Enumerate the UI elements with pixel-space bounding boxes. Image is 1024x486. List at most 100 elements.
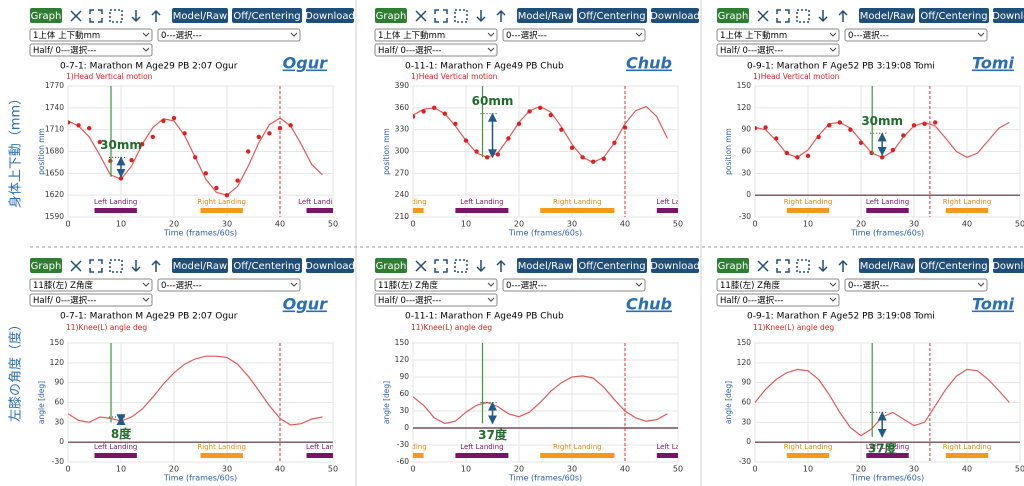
select-label[interactable]: 11膝(左) Z角度 [33,280,93,291]
select[interactable] [844,278,988,292]
icon[interactable] [70,260,82,272]
icon-button[interactable] [818,260,828,273]
button-label[interactable]: Download [305,11,355,22]
icon[interactable] [109,9,123,23]
button[interactable] [919,8,989,23]
button[interactable] [517,8,573,23]
select-label[interactable]: Half/ 0---選択--- [720,45,783,56]
icon-button[interactable] [151,259,161,272]
select-label[interactable]: 0---選択--- [506,30,547,41]
select-label[interactable]: 11膝(左) Z角度 [720,280,780,291]
icon[interactable] [434,259,448,273]
icon-button[interactable] [776,259,790,273]
icon[interactable] [476,260,486,273]
button-label[interactable]: Download [992,11,1024,22]
button[interactable] [859,8,915,23]
select[interactable] [374,43,498,57]
select-label[interactable]: 1上体 上下動mm [720,30,787,41]
icon[interactable] [151,259,161,272]
button-label[interactable]: Model/Raw [173,261,227,272]
button[interactable] [577,8,647,23]
button-label[interactable]: Off/Centering [920,11,987,22]
select[interactable] [29,278,153,292]
button[interactable] [919,258,989,273]
button[interactable] [375,8,407,23]
button[interactable] [993,8,1024,23]
select-label[interactable]: 0---選択--- [848,280,889,291]
button-label[interactable]: Graph [31,11,62,22]
button[interactable] [651,258,699,273]
button[interactable] [232,258,302,273]
button-label[interactable]: Graph [376,11,407,22]
select[interactable] [716,278,840,292]
select-label[interactable]: 11膝(左) Z角度 [378,280,438,291]
button[interactable] [172,8,228,23]
icon-button[interactable] [776,9,790,23]
button-label[interactable]: Model/Raw [518,261,572,272]
icon[interactable] [415,260,427,272]
icon[interactable] [757,260,769,272]
select[interactable] [502,278,646,292]
icon-button[interactable] [796,9,810,23]
button-label[interactable]: Off/Centering [233,261,300,272]
select-label[interactable]: 0---選択--- [848,30,889,41]
icon-button[interactable] [434,259,448,273]
icon-button[interactable] [70,260,82,272]
icon[interactable] [757,10,769,22]
icon-button[interactable] [70,10,82,22]
icon[interactable] [496,259,506,272]
button-label[interactable]: Off/Centering [233,11,300,22]
icon-button[interactable] [131,260,141,273]
select-label[interactable]: 0---選択--- [161,280,202,291]
button-label[interactable]: Off/Centering [578,261,645,272]
select[interactable] [157,28,301,42]
button[interactable] [517,258,573,273]
icon-button[interactable] [496,9,506,22]
icon[interactable] [796,9,810,23]
button-label[interactable]: Off/Centering [578,11,645,22]
select-label[interactable]: 1上体 上下動mm [378,30,445,41]
select[interactable] [716,43,840,57]
button[interactable] [859,258,915,273]
icon[interactable] [476,10,486,23]
select[interactable] [374,293,498,307]
select-label[interactable]: Half/ 0---選択--- [378,295,441,306]
icon-button[interactable] [131,10,141,23]
button[interactable] [717,258,749,273]
icon-button[interactable] [109,9,123,23]
icon[interactable] [89,259,103,273]
icon[interactable] [415,10,427,22]
icon-button[interactable] [818,10,828,23]
icon-button[interactable] [757,260,769,272]
button-label[interactable]: Download [650,11,700,22]
icon[interactable] [131,260,141,273]
icon-button[interactable] [89,259,103,273]
select[interactable] [29,28,153,42]
button-label[interactable]: Off/Centering [920,261,987,272]
button-label[interactable]: Model/Raw [860,11,914,22]
button[interactable] [30,8,62,23]
select-label[interactable]: Half/ 0---選択--- [378,45,441,56]
button-label[interactable]: Model/Raw [518,11,572,22]
select[interactable] [157,278,301,292]
icon[interactable] [496,9,506,22]
select[interactable] [374,28,498,42]
button[interactable] [375,258,407,273]
icon[interactable] [776,259,790,273]
button-label[interactable]: Graph [718,11,749,22]
button-label[interactable]: Download [305,261,355,272]
icon-button[interactable] [109,259,123,273]
icon-button[interactable] [476,10,486,23]
select[interactable] [29,293,153,307]
select-label[interactable]: 1上体 上下動mm [33,30,100,41]
icon[interactable] [838,9,848,22]
select[interactable] [502,28,646,42]
select[interactable] [374,278,498,292]
select-label[interactable]: Half/ 0---選択--- [720,295,783,306]
icon[interactable] [818,260,828,273]
icon-button[interactable] [838,9,848,22]
icon-button[interactable] [434,9,448,23]
icon[interactable] [776,9,790,23]
button-label[interactable]: Model/Raw [173,11,227,22]
select-label[interactable]: Half/ 0---選択--- [33,45,96,56]
